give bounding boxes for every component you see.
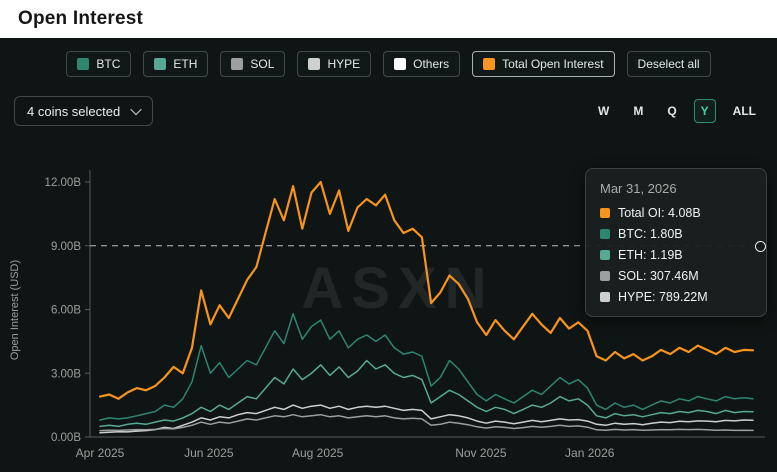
legend-eth-label: ETH	[173, 57, 198, 71]
btc-swatch	[600, 229, 610, 239]
svg-text:Apr 2025: Apr 2025	[76, 446, 125, 460]
tooltip-row-total-oi: Total OI: 4.08B	[600, 206, 752, 220]
total-oi-color-swatch	[483, 58, 496, 70]
btc-color-swatch	[77, 58, 90, 70]
svg-text:9.00B: 9.00B	[51, 241, 81, 253]
range-y-button[interactable]: Y	[693, 99, 716, 123]
legend-total-oi-label: Total Open Interest	[502, 57, 604, 71]
range-m-button[interactable]: M	[626, 99, 650, 123]
svg-text:Nov 2025: Nov 2025	[455, 446, 507, 460]
total-oi-swatch	[600, 208, 610, 218]
deselect-all-button[interactable]: Deselect all	[626, 51, 711, 77]
range-q-button[interactable]: Q	[660, 99, 683, 123]
chart-area: ASXN 0.00B 3.00B 6.00B 9.00B 12.00B Apr 2025 Ju…	[0, 130, 777, 472]
coins-dropdown[interactable]: 4 coins selected	[14, 96, 154, 126]
legend-others-label: Others	[413, 57, 450, 71]
page-header: Open Interest	[0, 0, 777, 38]
deselect-all-label: Deselect all	[637, 57, 700, 71]
svg-text:Open Interest (USD): Open Interest (USD)	[9, 260, 21, 360]
sol-swatch	[600, 271, 610, 281]
tooltip-row-eth: ETH: 1.19B	[600, 248, 752, 262]
legend-hype-button[interactable]: HYPE	[297, 51, 372, 77]
tooltip-total-oi-value: Total OI: 4.08B	[618, 206, 701, 220]
open-interest-chart[interactable]: ASXN 0.00B 3.00B 6.00B 9.00B 12.00B Apr 2025 Ju…	[0, 130, 777, 472]
legend-eth-button[interactable]: ETH	[143, 51, 209, 77]
reference-point-marker	[755, 241, 766, 252]
eth-swatch	[600, 250, 610, 260]
tooltip-btc-value: BTC: 1.80B	[618, 227, 683, 241]
legend-total-open-interest-button[interactable]: Total Open Interest	[472, 51, 615, 77]
tooltip-row-sol: SOL: 307.46M	[600, 269, 752, 283]
range-all-button[interactable]: ALL	[726, 99, 763, 123]
tooltip-row-btc: BTC: 1.80B	[600, 227, 752, 241]
svg-text:Jun 2025: Jun 2025	[184, 446, 234, 460]
svg-text:ASXN: ASXN	[301, 256, 494, 321]
hype-color-swatch	[308, 58, 321, 70]
legend-others-button[interactable]: Others	[383, 51, 461, 77]
chevron-down-icon	[130, 103, 142, 116]
svg-text:Jan 2026: Jan 2026	[565, 446, 615, 460]
legend-btc-button[interactable]: BTC	[66, 51, 132, 77]
time-range-group: W M Q Y ALL	[591, 99, 763, 123]
page-title: Open Interest	[18, 8, 144, 29]
tooltip-hype-value: HYPE: 789.22M	[618, 290, 708, 304]
svg-text:6.00B: 6.00B	[51, 305, 81, 317]
tooltip-sol-value: SOL: 307.46M	[618, 269, 699, 283]
eth-color-swatch	[154, 58, 167, 70]
tooltip-row-hype: HYPE: 789.22M	[600, 290, 752, 304]
svg-text:12.00B: 12.00B	[45, 177, 82, 189]
chart-tooltip: Mar 31, 2026 Total OI: 4.08B BTC: 1.80B …	[585, 168, 767, 317]
coins-dropdown-label: 4 coins selected	[27, 103, 121, 119]
legend-hype-label: HYPE	[327, 57, 361, 71]
legend-sol-label: SOL	[250, 57, 275, 71]
legend-sol-button[interactable]: SOL	[220, 51, 286, 77]
svg-text:0.00B: 0.00B	[51, 432, 81, 444]
others-color-swatch	[394, 58, 407, 70]
svg-text:3.00B: 3.00B	[51, 368, 81, 380]
range-w-button[interactable]: W	[591, 99, 616, 123]
svg-text:Aug 2025: Aug 2025	[292, 446, 344, 460]
tooltip-eth-value: ETH: 1.19B	[618, 248, 683, 262]
legend-btc-label: BTC	[96, 57, 121, 71]
sol-color-swatch	[231, 58, 244, 70]
hype-swatch	[600, 292, 610, 302]
tooltip-date: Mar 31, 2026	[600, 181, 677, 196]
controls-row: 4 coins selected W M Q Y ALL	[0, 96, 777, 126]
legend: BTC ETH SOL HYPE Others Total Open Inter…	[0, 50, 777, 78]
